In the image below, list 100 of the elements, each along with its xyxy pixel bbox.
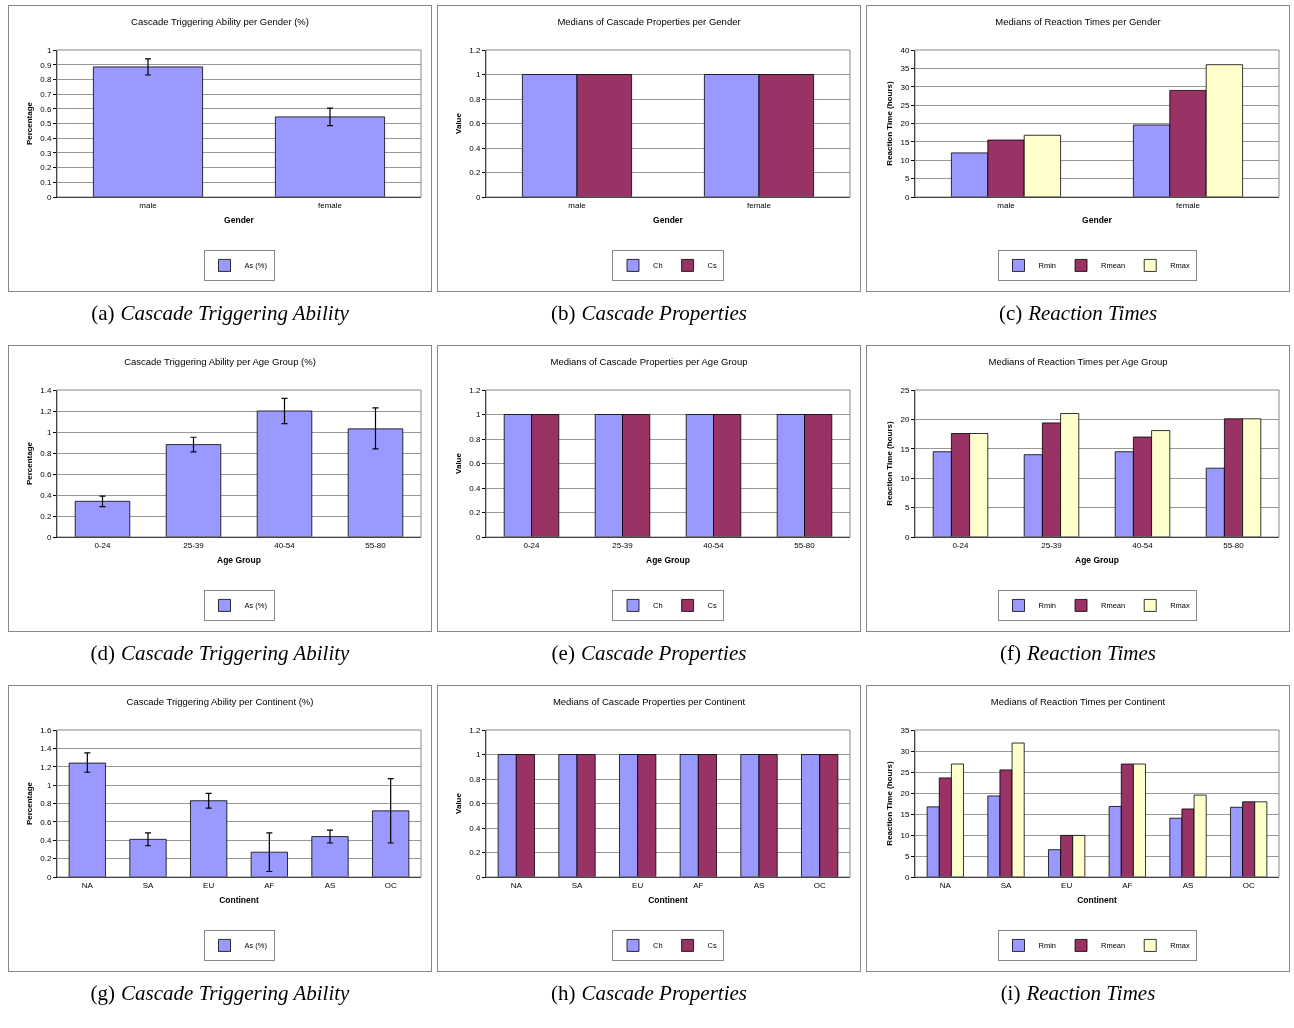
x-tick-label: OC [384,880,397,890]
x-tick-label: male [568,200,587,210]
y-tick-label: 20 [900,788,910,798]
y-tick-label: 35 [900,725,910,735]
chart-title: Medians of Cascade Properties per Gender [557,16,741,28]
y-tick-label: 0.5 [40,119,52,129]
y-tick-label: 5 [904,503,910,513]
x-tick-label: 0-24 [523,540,541,550]
y-tick-label: 1.2 [469,45,481,55]
y-axis-title: Value [453,112,463,134]
y-tick-label: 35 [900,64,910,74]
chart-title: Medians of Reaction Times per Gender [995,16,1161,28]
x-tick-label: 40-54 [703,540,725,550]
y-tick-label: 40 [900,45,910,55]
x-tick-label: male [139,200,158,210]
x-tick-label: NA [81,880,94,890]
y-tick-label: 0.4 [40,134,52,143]
x-axis-title: Gender [224,215,255,226]
x-tick-label: 25-39 [612,540,634,550]
y-tick-label: 0.2 [469,848,481,858]
y-tick-label: 20 [900,415,910,425]
x-tick-label: NA [510,880,523,890]
x-tick-label: EU [632,880,644,890]
y-tick-label: 30 [900,746,910,756]
y-tick-label: 1 [46,427,52,437]
y-tick-label: 1 [475,750,481,760]
chart-title: Cascade Triggering Ability per Gender (%) [131,16,309,28]
y-axis-title: Reaction Time (hours) [885,81,895,166]
y-tick-label: 0.6 [469,119,481,129]
chart-title: Medians of Reaction Times per Continent [990,696,1166,708]
chart-title: Medians of Cascade Properties per Age Group [550,356,748,368]
x-axis-title: Continent [648,895,688,906]
x-tick-label: AS [324,880,336,890]
y-tick-label: 1.2 [469,385,481,395]
y-tick-label: 0.4 [40,490,52,500]
x-axis-title: Age Group [646,555,690,566]
y-tick-label: 0.4 [40,836,52,846]
x-tick-label: 0-24 [952,540,970,550]
y-tick-label: 0 [475,532,481,542]
x-tick-label: SA [1000,880,1012,890]
y-tick-label: 25 [900,100,910,110]
y-tick-label: 5 [904,174,910,184]
x-axis-title: Continent [219,895,259,906]
chart-title: Medians of Cascade Properties per Continent [552,696,746,708]
x-tick-label: OC [1242,880,1255,890]
y-tick-label: 30 [900,82,910,92]
y-tick-label: 10 [900,830,910,840]
text: (i) Reaction Times [999,981,1157,1006]
x-tick-label: 55-80 [365,540,387,550]
x-tick-label: male [997,200,1016,210]
y-tick-label: 0.1 [40,178,52,188]
y-tick-label: 0.2 [40,163,52,173]
y-tick-label: 1.2 [40,762,52,772]
y-tick-label: 0.4 [469,483,481,493]
y-axis-title: Value [453,452,463,474]
y-axis-title: Reaction Time (hours) [885,421,895,506]
text: (h) Cascade Properties [550,981,748,1006]
y-tick-label: 1 [46,45,52,55]
y-axis-title: Percentage [24,101,34,146]
y-tick-label: 0 [46,532,52,542]
y-tick-label: 0 [904,192,910,202]
y-tick-label: 0.2 [40,511,52,521]
x-tick-label: AF [1122,880,1133,890]
y-tick-label: 0.2 [469,168,481,178]
x-tick-label: 25-39 [1041,540,1063,550]
y-tick-label: 0 [904,872,910,882]
y-tick-label: 1.4 [40,385,52,395]
x-tick-label: EU [203,880,215,890]
x-tick-label: AF [264,880,275,890]
y-tick-label: 10 [900,474,910,483]
x-tick-label: 55-80 [1223,540,1245,550]
text: (c) Reaction Times [997,301,1159,326]
y-tick-label: 0.8 [469,774,481,784]
y-tick-label: 0.8 [40,75,52,85]
y-tick-label: 0.9 [40,60,52,70]
y-tick-label: 0 [475,872,481,882]
y-tick-label: 0.6 [40,817,52,827]
x-tick-label: AF [693,880,704,890]
x-tick-label: 25-39 [183,540,205,550]
x-tick-label: female [746,200,772,210]
y-tick-label: 0.6 [469,459,481,469]
y-tick-label: 1.2 [40,406,52,416]
x-axis-title: Gender [1082,215,1113,226]
y-tick-label: 0.8 [40,799,52,809]
y-tick-label: 0.2 [40,854,52,864]
y-tick-label: 0.6 [40,469,52,479]
x-tick-label: 40-54 [1132,540,1154,550]
y-tick-label: 1.6 [40,725,52,735]
text: (e) Cascade Properties [550,641,748,666]
x-tick-label: SA [142,880,154,890]
y-tick-label: 0.4 [469,143,481,153]
y-tick-label: 0.3 [40,148,52,158]
x-tick-label: female [317,200,343,210]
text: (b) Cascade Properties [550,301,748,326]
y-tick-label: 1 [475,410,481,420]
x-tick-label: OC [813,880,826,890]
x-axis-title: Age Group [217,555,261,566]
y-tick-label: 1 [46,780,52,790]
text: (g) Cascade Triggering Ability [89,981,351,1006]
text: (a) Cascade Triggering Ability [90,301,350,326]
